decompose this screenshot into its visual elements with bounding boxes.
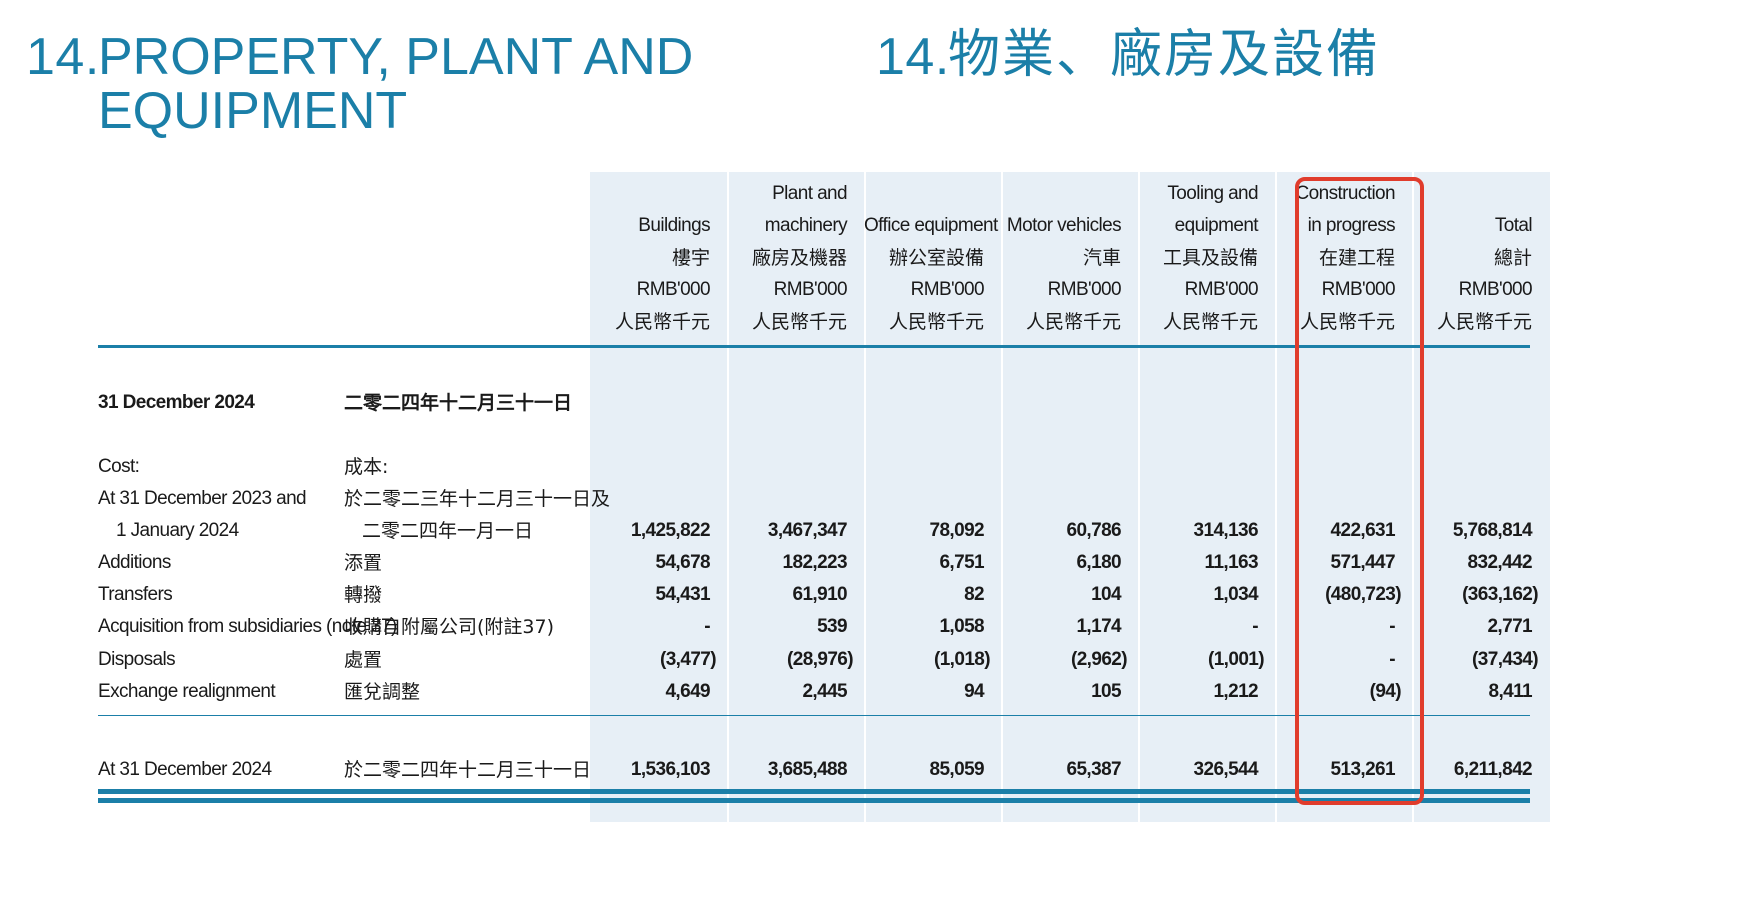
cell: 832,442: [1467, 552, 1533, 573]
column-header-tooling-equipment: Tooling and equipment 工具及設備 RMB'000 人民幣千元: [1162, 183, 1259, 333]
cell: -: [1389, 649, 1395, 670]
column-header-office-equipment: Office equipment 辦公室設備 RMB'000 人民幣千元: [864, 215, 998, 333]
cell: 78,092: [929, 520, 984, 541]
row-label-zh-cont: 二零二四年一月一日: [362, 520, 534, 542]
cell: 82: [964, 584, 985, 605]
cell: (1,018): [933, 649, 991, 670]
cost-label-en: Cost:: [98, 456, 140, 477]
total-row-label-en: At 31 December 2024: [98, 759, 272, 780]
cell: 105: [1091, 681, 1122, 702]
cell: 8,411: [1488, 681, 1533, 702]
cell: 422,631: [1330, 520, 1396, 541]
cell: (94): [1369, 681, 1402, 702]
column-header-total: Total 總計 RMB'000 人民幣千元: [1436, 215, 1533, 333]
highlight-box: [1295, 177, 1424, 805]
cost-label-zh: 成本:: [344, 456, 389, 478]
cell: 5,768,814: [1452, 520, 1533, 541]
cell: 1,536,103: [630, 759, 711, 780]
row-label-en: Exchange realignment: [98, 681, 276, 702]
cell: 1,174: [1076, 616, 1121, 637]
cell: (363,162): [1462, 584, 1539, 605]
column-header-buildings: Buildings 樓宇 RMB'000 人民幣千元: [614, 215, 711, 333]
total-row-label-zh: 於二零二四年十二月三十一日: [344, 759, 592, 781]
cell: (480,723): [1325, 584, 1402, 605]
cell: 6,180: [1076, 552, 1121, 573]
row-label-en: Acquisition from subsidiaries (note 37): [98, 616, 397, 637]
cell: 3,467,347: [767, 520, 848, 541]
cell: 6,211,842: [1453, 759, 1533, 780]
cell: 314,136: [1193, 520, 1259, 541]
cell: 2,771: [1487, 616, 1532, 637]
cell: (2,962): [1070, 649, 1128, 670]
header-rule: [98, 345, 1530, 348]
row-label-en-cont: 1 January 2024: [116, 520, 239, 541]
cell: (28,976): [787, 649, 854, 670]
cell: -: [1252, 616, 1258, 637]
cell: 2,445: [802, 681, 847, 702]
section-number-en: 14.: [26, 28, 100, 86]
cell: 85,059: [929, 759, 984, 780]
column-separator: [1275, 172, 1277, 822]
cell: 513,261: [1330, 759, 1396, 780]
row-label-en: Transfers: [98, 584, 173, 605]
section-date-en: 31 December 2024: [98, 392, 255, 413]
cell: 60,786: [1066, 520, 1121, 541]
total-double-rule-top: [98, 789, 1530, 794]
column-header-construction-in-progress: Construction in progress 在建工程 RMB'000 人民幣千元: [1295, 183, 1396, 333]
cell: 571,447: [1330, 552, 1396, 573]
row-label-zh: 於二零二三年十二月三十一日及: [344, 488, 611, 510]
cell: 65,387: [1066, 759, 1121, 780]
cell: 6,751: [939, 552, 984, 573]
row-label-zh: 處置: [344, 649, 383, 671]
row-label-zh: 收購自附屬公司(附註37): [344, 616, 555, 638]
section-number-zh: 14.: [876, 28, 950, 86]
cell: -: [704, 616, 710, 637]
cell: 539: [817, 616, 848, 637]
cell: (37,434): [1472, 649, 1539, 670]
column-separator: [1001, 172, 1003, 822]
total-double-rule-bottom: [98, 798, 1530, 803]
cell: 11,163: [1204, 552, 1259, 573]
cell: 182,223: [782, 552, 848, 573]
cell: (1,001): [1207, 649, 1265, 670]
column-separator: [1412, 172, 1414, 822]
cell: 61,910: [792, 584, 847, 605]
cell: 3,685,488: [767, 759, 848, 780]
column-separator: [1138, 172, 1140, 822]
cell: 104: [1091, 584, 1122, 605]
cell: 1,058: [939, 616, 984, 637]
cell: (3,477): [659, 649, 717, 670]
row-label-en: At 31 December 2023 and: [98, 488, 307, 509]
row-label-en: Additions: [98, 552, 171, 573]
cell: 54,431: [655, 584, 710, 605]
cell: 94: [964, 681, 985, 702]
section-title-en: PROPERTY, PLANT AND EQUIPMENT: [98, 28, 694, 140]
row-label-en: Disposals: [98, 649, 176, 670]
cell: 1,425,822: [630, 520, 711, 541]
row-label-zh: 匯兌調整: [344, 681, 421, 703]
subtotal-rule: [98, 715, 1530, 716]
cell: 54,678: [655, 552, 710, 573]
cell: 1,212: [1213, 681, 1258, 702]
row-label-zh: 轉撥: [344, 584, 383, 606]
row-label-zh: 添置: [344, 552, 383, 574]
section-title-zh: 物業、廠房及設備: [948, 25, 1381, 85]
cell: 326,544: [1193, 759, 1259, 780]
section-date-zh: 二零二四年十二月三十一日: [344, 392, 573, 414]
column-separator: [727, 172, 729, 822]
column-header-motor-vehicles: Motor vehicles 汽車 RMB'000 人民幣千元: [1006, 215, 1122, 333]
cell: 1,034: [1213, 584, 1258, 605]
column-separator: [864, 172, 866, 822]
column-header-plant-machinery: Plant and machinery 廠房及機器 RMB'000 人民幣千元: [751, 183, 848, 333]
cell: 4,649: [665, 681, 710, 702]
table-shading: [590, 172, 1550, 822]
cell: -: [1389, 616, 1395, 637]
